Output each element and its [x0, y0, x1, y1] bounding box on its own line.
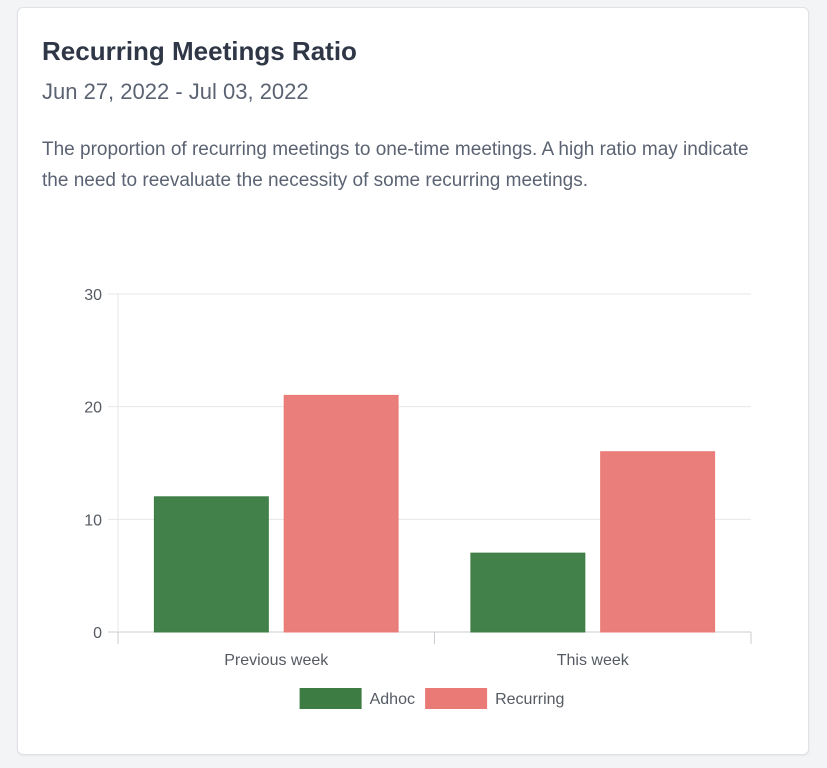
bar-adhoc [153, 496, 269, 633]
y-tick-label: 10 [84, 512, 102, 529]
legend-swatch-adhoc [299, 688, 362, 709]
card-description: The proportion of recurring meetings to … [42, 139, 749, 191]
legend-label: Adhoc [370, 691, 415, 708]
x-category-label: This week [557, 652, 630, 669]
bar-adhoc [470, 552, 586, 633]
bar-recurring [600, 451, 716, 633]
legend-swatch-recurring [425, 688, 488, 709]
recurring-meetings-card: Recurring Meetings Ratio Jun 27, 2022 - … [17, 7, 809, 755]
y-tick-label: 30 [84, 287, 102, 304]
date-range: Jun 27, 2022 - Jul 03, 2022 [42, 79, 309, 104]
card-title: Recurring Meetings Ratio [42, 36, 357, 66]
y-tick-label: 20 [84, 400, 102, 417]
x-category-label: Previous week [224, 652, 329, 669]
legend-label: Recurring [495, 691, 564, 708]
bar-recurring [283, 394, 399, 633]
y-tick-label: 0 [93, 625, 102, 642]
